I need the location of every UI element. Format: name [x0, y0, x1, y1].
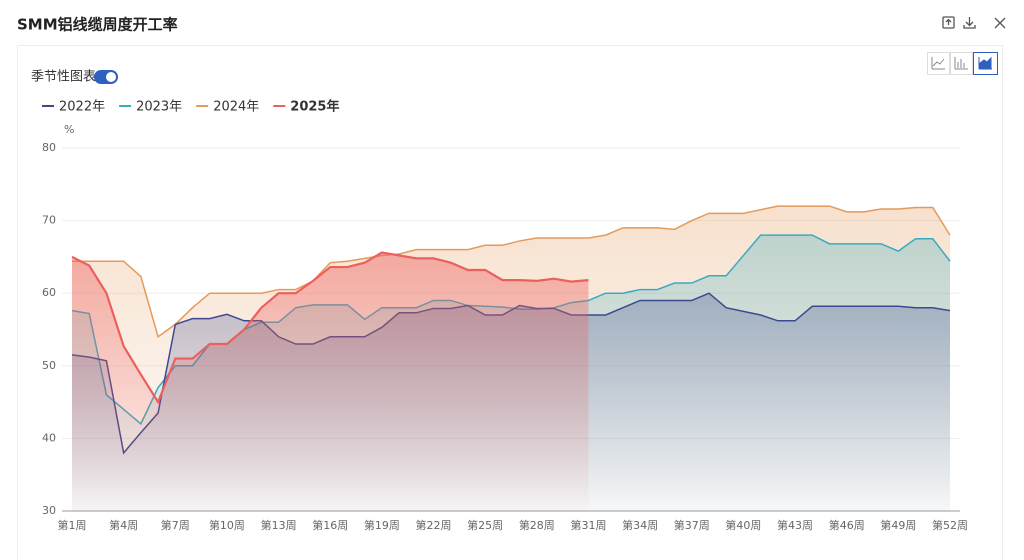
y-tick-label: 40	[42, 431, 56, 444]
bar-icon	[954, 57, 968, 70]
line-icon	[931, 57, 945, 70]
x-tick-label: 第28周	[519, 518, 555, 532]
x-tick-label: 第4周	[109, 518, 138, 532]
x-tick-label: 第40周	[725, 518, 761, 532]
x-tick-label: 第49周	[880, 518, 916, 532]
x-tick-label: 第52周	[932, 518, 968, 532]
page-title: SMM铝线缆周度开工率	[17, 16, 178, 34]
plot: 30 40 50 60 70 80 第1周 第4周 第7周 第10周 第13周 第16周 第19周 第22…	[42, 99, 968, 532]
toggle-knob	[106, 72, 116, 82]
x-tick-label: 第31周	[570, 518, 606, 532]
legend-label: 2024年	[213, 100, 259, 115]
x-tick-label: 第10周	[209, 518, 245, 532]
y-tick-label: 80	[42, 141, 56, 154]
share-arrow	[945, 18, 952, 25]
y-tick-label: 30	[42, 504, 56, 517]
x-tick-label: 第22周	[416, 518, 452, 532]
legend-label: 2023年	[136, 100, 182, 115]
share-icon[interactable]	[942, 16, 955, 29]
y-unit: %	[64, 123, 74, 136]
legend-label: 2022年	[59, 100, 105, 115]
area	[72, 252, 589, 511]
chart-type-buttons[interactable]	[927, 52, 998, 75]
x-tick-label: 第34周	[622, 518, 658, 532]
x-tick-label: 第16周	[312, 518, 348, 532]
download-icon[interactable]	[963, 17, 976, 29]
x-tick-label: 第37周	[674, 518, 710, 532]
y-tick-label: 70	[42, 214, 56, 227]
x-tick-label: 第7周	[161, 518, 190, 532]
y-tick-label: 60	[42, 286, 56, 299]
toggle-label: 季节性图表	[31, 70, 96, 85]
x-tick-label: 第43周	[777, 518, 813, 532]
header-icons[interactable]	[942, 16, 1006, 29]
y-tick-label: 50	[42, 359, 56, 372]
x-tick-label: 第13周	[261, 518, 297, 532]
legend-label: 2025年	[290, 99, 339, 115]
close-icon[interactable]	[994, 17, 1006, 29]
card	[17, 45, 1003, 560]
x-tick-label: 第25周	[467, 518, 503, 532]
area-icon	[978, 56, 992, 70]
x-tick-label: 第19周	[364, 518, 400, 532]
x-tick-label: 第46周	[829, 518, 865, 532]
series-line	[71, 251, 589, 405]
x-tick-label: 第1周	[58, 518, 87, 532]
series-line	[72, 205, 951, 338]
